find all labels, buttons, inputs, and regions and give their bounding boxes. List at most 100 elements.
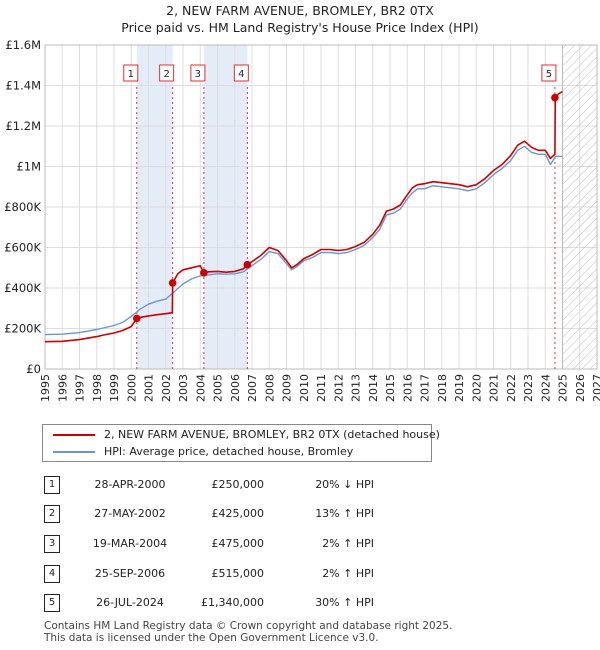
sale-marker-label: 4 [238, 69, 244, 80]
x-tick-label: 1999 [108, 374, 121, 402]
sale-price: £1,340,000 [201, 596, 264, 609]
y-tick-label: £200K [4, 322, 41, 336]
footer-line2: This data is licensed under the Open Gov… [44, 632, 379, 644]
sale-date: 28-APR-2000 [94, 478, 166, 491]
x-tick-label: 2015 [384, 374, 397, 402]
sale-points [132, 93, 559, 323]
x-tick-label: 2020 [470, 374, 483, 402]
sale-marker-box [190, 64, 206, 82]
x-tick-labels: 1995 1996 1997 1998 1999 2000 2001 2002 2003 2004… [39, 374, 600, 402]
legend-label-property: 2, NEW FARM AVENUE, BROMLEY, BR2 0TX (de… [104, 428, 440, 441]
price-chart: 1 2 3 4 5 £0 £200K £400K £600K £800K £1M £1.2M £1.4… [4, 38, 600, 402]
x-tick-label: 2012 [332, 374, 345, 402]
sale-marker-label: 5 [546, 69, 552, 80]
x-tick-label: 2001 [143, 374, 156, 402]
table-row: 2 27-MAY-2002 £425,000 13% ↑ HPI [44, 505, 464, 523]
y-tick-label: £0 [26, 362, 41, 376]
series-lines [44, 90, 563, 343]
legend-swatch-property [53, 434, 95, 436]
y-tick-label: £1.2M [5, 119, 41, 133]
sale-hpi-diff: 30% ↑ HPI [315, 596, 374, 609]
x-tick-label: 2003 [177, 374, 190, 402]
y-tick-labels: £0 £200K £400K £600K £800K £1M £1.2M £1.4M £1.6M [4, 38, 41, 376]
x-tick-label: 2006 [229, 374, 242, 402]
sale-hpi-diff: 2% ↑ HPI [322, 567, 374, 580]
sale-price: £515,000 [211, 567, 265, 580]
sale-number-badge: 1 [44, 476, 60, 494]
sale-hpi-diff: 20% ↓ HPI [315, 478, 374, 491]
x-tick-label: 2002 [160, 374, 173, 402]
legend-swatch-hpi [53, 451, 95, 453]
sale-marker-box [159, 64, 175, 82]
x-tick-label: 2008 [263, 374, 276, 402]
chart-title: 2, NEW FARM AVENUE, BROMLEY, BR2 0TX Pri… [0, 2, 600, 36]
sale-price: £425,000 [211, 507, 265, 520]
x-tick-label: 2013 [350, 374, 363, 402]
sale-number-badge: 2 [44, 505, 60, 523]
sale-point [200, 269, 208, 277]
sale-marker-box [541, 64, 557, 82]
y-tick-label: £800K [4, 200, 41, 214]
x-tick-label: 2004 [194, 374, 207, 402]
sale-date: 27-MAY-2002 [94, 507, 166, 520]
sale-marker-label: 3 [195, 69, 201, 80]
table-row: 5 26-JUL-2024 £1,340,000 30% ↑ HPI [44, 594, 464, 612]
forecast-hatch-area [562, 44, 598, 370]
grid [44, 44, 598, 370]
x-tick-label: 1997 [74, 374, 87, 402]
footer-line1: Contains HM Land Registry data © Crown c… [44, 620, 453, 632]
x-tick-label: 2017 [419, 374, 432, 402]
sale-marker-box [233, 64, 249, 82]
legend-label-hpi: HPI: Average price, detached house, Brom… [104, 445, 354, 458]
footer: Contains HM Land Registry data © Crown c… [44, 620, 452, 644]
sale-number-badge: 4 [44, 565, 60, 583]
x-tick-label: 2024 [539, 374, 552, 402]
sale-hpi-diff: 2% ↑ HPI [322, 537, 374, 550]
y-tick-label: £1.6M [5, 38, 41, 52]
x-tick-label: 2025 [557, 374, 570, 402]
sale-point [168, 279, 177, 287]
x-tick-label: 2011 [315, 374, 328, 402]
forecast-hatch [562, 44, 598, 370]
x-tick-label: 2000 [125, 374, 138, 402]
x-tick-label: 2007 [246, 374, 259, 402]
y-tick-label: £400K [4, 281, 41, 295]
x-tick-label: 2018 [436, 374, 449, 402]
sale-point [243, 260, 252, 269]
sale-marker-lines [136, 87, 556, 369]
y-tick-label: £1M [16, 160, 41, 174]
hpi-series-line [44, 145, 563, 336]
sale-marker-box [123, 64, 139, 82]
sale-marker-boxes: 1 2 3 4 5 [123, 64, 557, 82]
table-row: 3 19-MAR-2004 £475,000 2% ↑ HPI [44, 535, 464, 553]
chart-title-line1: 2, NEW FARM AVENUE, BROMLEY, BR2 0TX [166, 3, 434, 18]
x-tick-label: 1995 [39, 374, 52, 402]
x-tick-label: 2022 [505, 374, 518, 402]
sale-point [132, 314, 141, 323]
sale-date: 26-JUL-2024 [96, 596, 164, 609]
sale-date: 25-SEP-2006 [94, 567, 166, 580]
chart-title-line2: Price paid vs. HM Land Registry's House … [121, 20, 479, 35]
x-tick-label: 2027 [591, 374, 600, 402]
sale-hpi-diff: 13% ↑ HPI [315, 507, 374, 520]
sale-price: £250,000 [211, 478, 265, 491]
sale-date: 19-MAR-2004 [92, 537, 168, 550]
x-tick-label: 2009 [281, 374, 294, 402]
table-row: 4 25-SEP-2006 £515,000 2% ↑ HPI [44, 565, 464, 583]
x-tick-label: 2026 [574, 374, 587, 402]
x-tick-label: 2019 [453, 374, 466, 402]
sale-marker-label: 2 [163, 69, 169, 80]
x-tick-label: 2010 [298, 374, 311, 402]
x-tick-label: 2021 [488, 374, 501, 402]
x-tick-label: 2016 [401, 374, 414, 402]
sale-marker-label: 1 [128, 69, 134, 80]
x-tick-label: 2005 [212, 374, 225, 402]
sale-price: £475,000 [211, 537, 265, 550]
table-row: 1 28-APR-2000 £250,000 20% ↓ HPI [44, 476, 464, 494]
sale-number-badge: 5 [44, 594, 60, 612]
x-tick-label: 2014 [367, 374, 380, 402]
y-tick-label: £600K [4, 241, 41, 255]
legend: 2, NEW FARM AVENUE, BROMLEY, BR2 0TX (de… [42, 424, 440, 462]
sale-point [551, 93, 559, 102]
x-tick-label: 1998 [91, 374, 104, 402]
